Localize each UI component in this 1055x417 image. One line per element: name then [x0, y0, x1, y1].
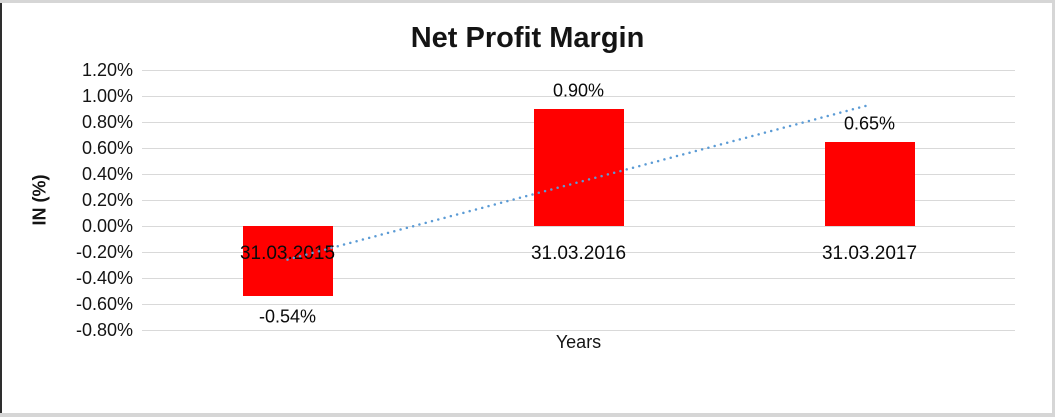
category-label: 31.03.2016: [530, 243, 627, 264]
y-axis-tick-label: -0.60%: [75, 294, 133, 314]
y-axis-tick-label: 0.40%: [81, 164, 133, 184]
y-axis-tick-label: -0.20%: [75, 242, 133, 262]
y-axis-tick-label: 0.80%: [81, 112, 133, 132]
x-axis-title: Years: [555, 332, 602, 352]
frame-border-bottom: [0, 413, 1055, 417]
y-axis-tick-label: 0.00%: [81, 216, 133, 236]
gridline: [142, 70, 1015, 71]
category-label: 31.03.2017: [821, 243, 918, 264]
y-axis-tick-label: 0.60%: [81, 138, 133, 158]
y-axis-tick-label: 1.00%: [81, 86, 133, 106]
data-label: 0.65%: [843, 113, 896, 133]
frame-border-top: [0, 0, 1055, 3]
gridline: [142, 96, 1015, 97]
frame-border-left: [0, 0, 2, 417]
gridline: [142, 330, 1015, 331]
bar-31.03.2017: [824, 141, 915, 226]
category-label: 31.03.2015: [239, 243, 336, 264]
y-axis-tick-label: -0.80%: [75, 320, 133, 340]
data-label: -0.54%: [258, 306, 317, 327]
gridline: [142, 278, 1015, 279]
y-axis-tick-label: 1.20%: [81, 60, 133, 80]
frame-border-right: [1052, 0, 1055, 417]
y-axis-tick-label: -0.40%: [75, 268, 133, 288]
bar-31.03.2016: [533, 109, 624, 226]
gridline: [142, 304, 1015, 305]
data-label: 0.90%: [552, 80, 605, 101]
chart-title: Net Profit Margin: [410, 22, 645, 54]
y-axis-tick-label: 0.20%: [81, 190, 133, 210]
